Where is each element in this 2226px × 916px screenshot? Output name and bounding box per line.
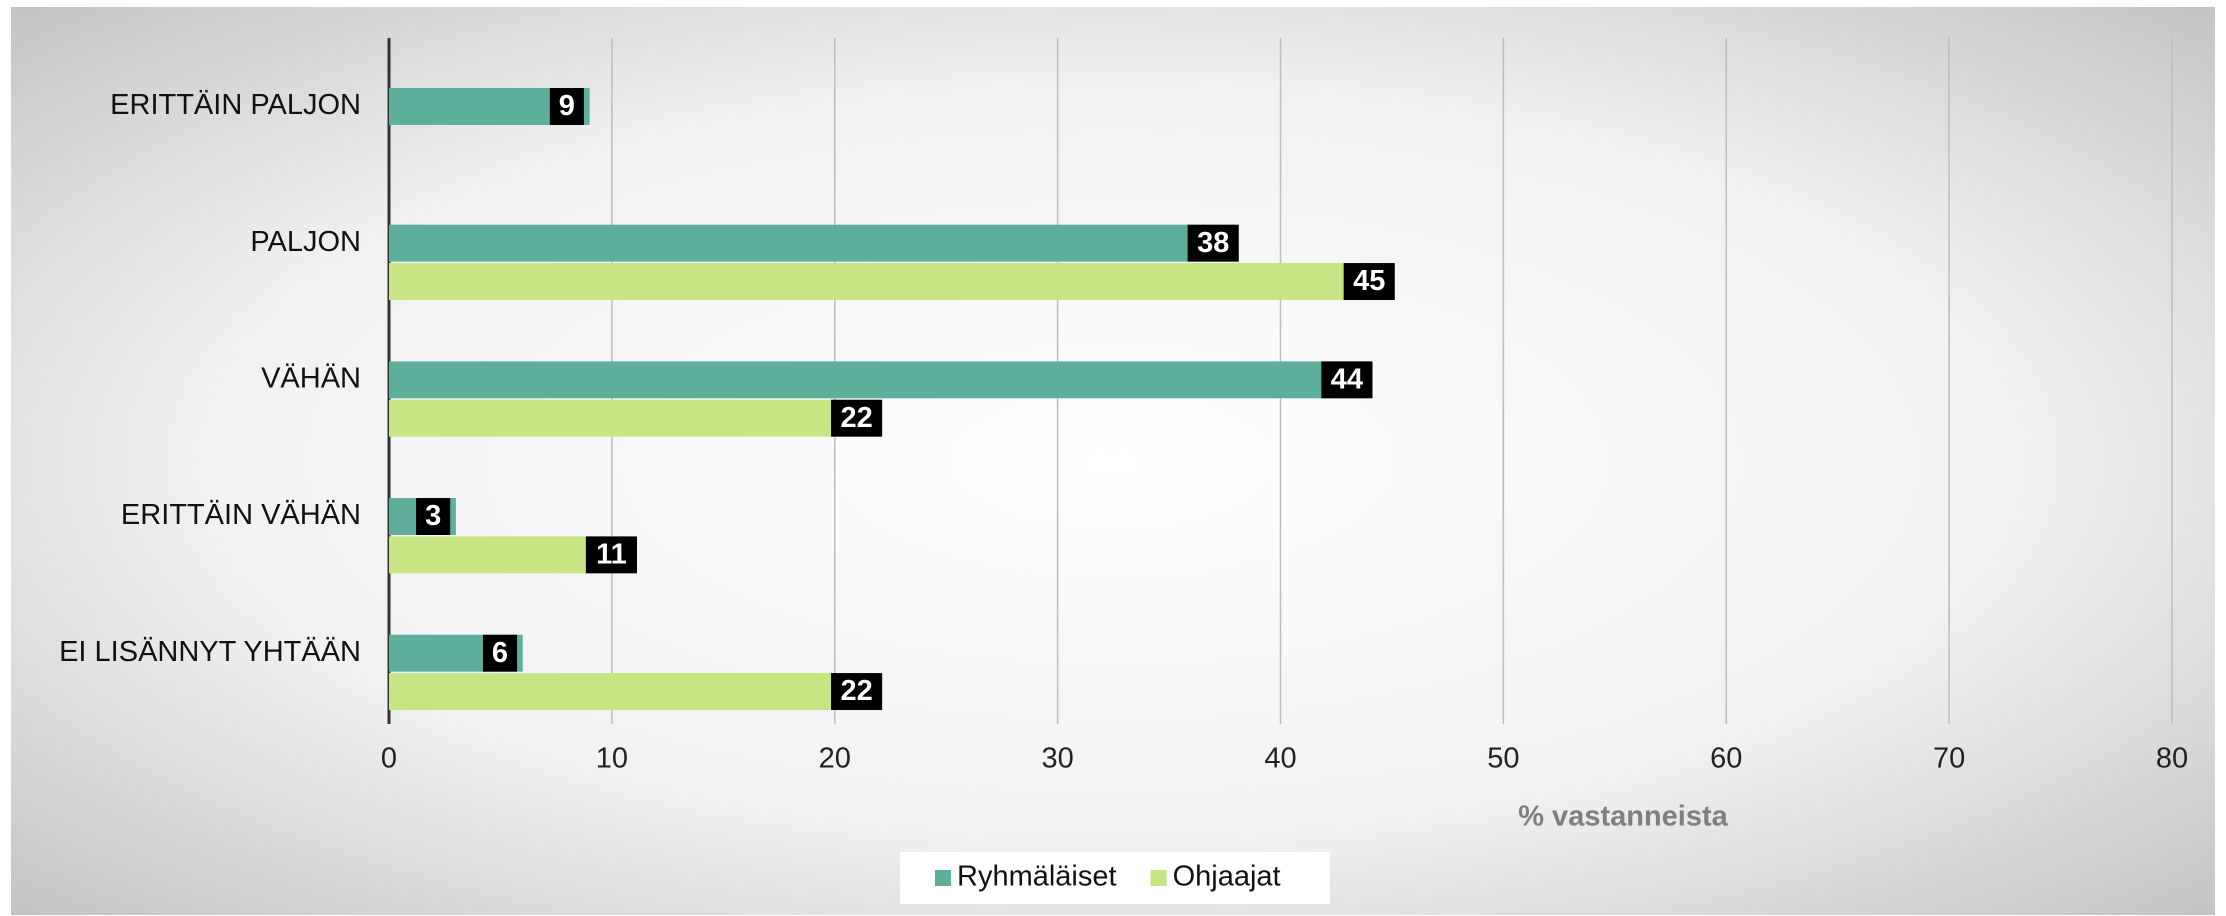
- x-tick-label: 70: [1933, 743, 1965, 775]
- x-tick-label: 50: [1487, 743, 1519, 775]
- y-tick-label: ERITTÄIN VÄHÄN: [121, 499, 361, 531]
- data-label: 38: [1197, 227, 1229, 259]
- x-tick-label: 60: [1710, 743, 1742, 775]
- data-label-box: [1187, 224, 1239, 262]
- legend-swatch: [1150, 870, 1167, 886]
- legend-label: Ryhmäläiset: [957, 861, 1117, 893]
- data-label: 6: [492, 637, 508, 669]
- data-label-box: [482, 634, 518, 672]
- bar: [389, 361, 1370, 399]
- data-label-box: [1343, 263, 1395, 300]
- data-label: 3: [425, 500, 441, 532]
- y-tick-label: PALJON: [250, 226, 361, 258]
- legend-swatch: [935, 870, 951, 886]
- x-tick-label: 40: [1264, 743, 1296, 775]
- data-label: 22: [840, 402, 872, 434]
- x-tick-label: 20: [819, 743, 851, 775]
- bar: [389, 263, 1392, 300]
- x-tick-label: 30: [1041, 743, 1073, 775]
- x-tick-label: 80: [2156, 743, 2188, 775]
- bar: [389, 673, 880, 710]
- data-label: 45: [1353, 265, 1385, 297]
- x-tick-label: 0: [381, 743, 397, 775]
- data-label-box: [831, 673, 883, 710]
- data-label: 9: [559, 90, 575, 122]
- legend-label: Ohjaajat: [1173, 861, 1281, 893]
- data-label-box: [585, 536, 638, 574]
- chart-background: [11, 7, 2215, 915]
- y-tick-label: ERITTÄIN PALJON: [110, 89, 361, 121]
- data-label-box: [416, 498, 451, 535]
- data-label: 22: [840, 675, 872, 707]
- y-tick-label: EI LISÄNNYT YHTÄÄN: [59, 636, 361, 668]
- bar: [389, 399, 880, 437]
- data-label-box: [1321, 361, 1373, 399]
- y-tick-label: VÄHÄN: [261, 363, 361, 395]
- data-label: 44: [1331, 364, 1363, 396]
- x-axis-title: % vastanneista: [1518, 801, 1728, 833]
- data-label: 11: [596, 539, 627, 571]
- data-label-box: [549, 88, 584, 125]
- x-tick-label: 10: [596, 743, 628, 775]
- data-label-box: [831, 399, 883, 437]
- legend-box: [900, 852, 1330, 904]
- bar: [389, 224, 1236, 262]
